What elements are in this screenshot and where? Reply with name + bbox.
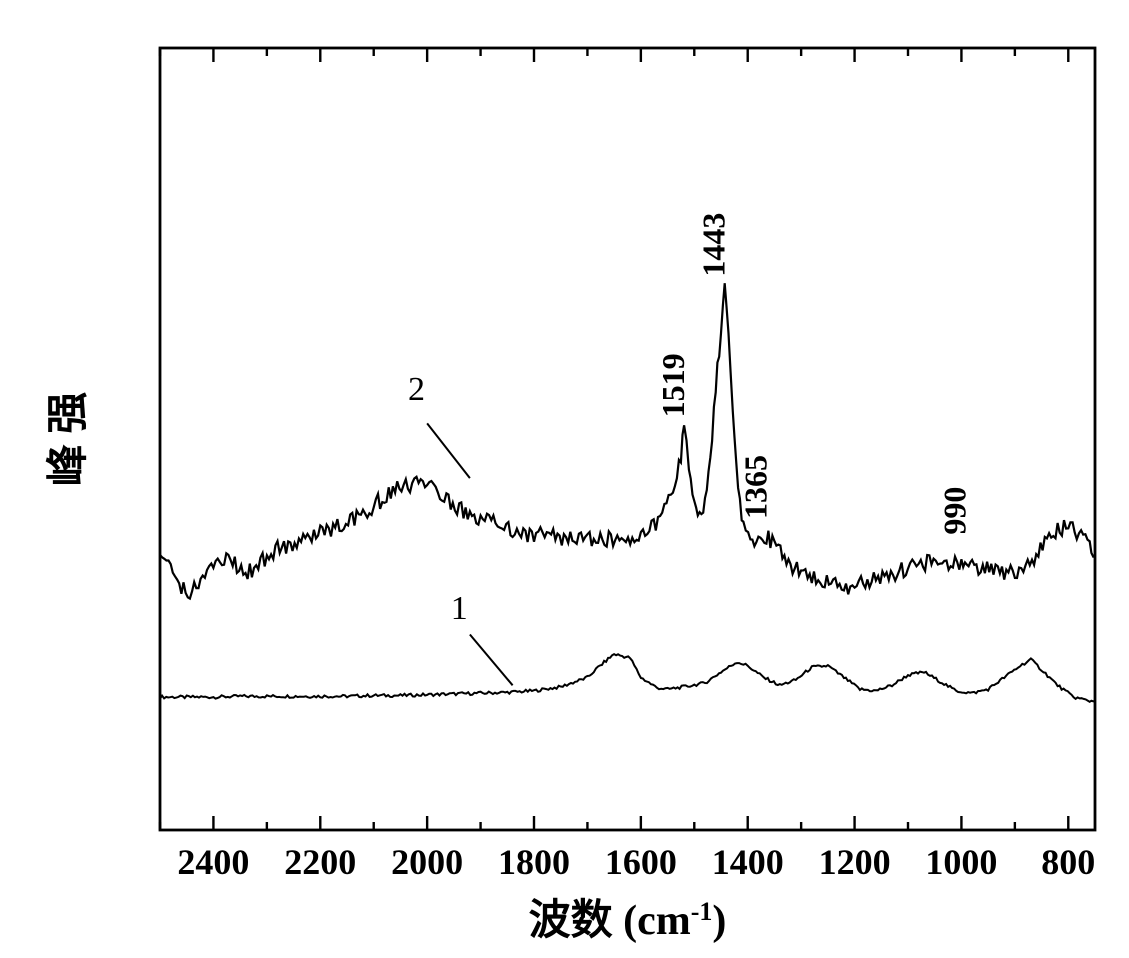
- peak-label-1519: 1519: [655, 353, 691, 417]
- svg-text:800: 800: [1041, 842, 1095, 882]
- peak-label-990: 990: [937, 487, 973, 535]
- peak-label-1443: 1443: [696, 213, 732, 277]
- svg-text:1200: 1200: [819, 842, 891, 882]
- svg-text:1600: 1600: [605, 842, 677, 882]
- plot-bg: [0, 0, 1129, 958]
- curve-label-1: 1: [451, 590, 468, 627]
- x-tick-labels: 2400 2200 2000 1800 1600 1400 1200 1000 800: [177, 842, 1095, 882]
- spectrum-chart: 2400 2200 2000 1800 1600 1400 1200 1000 800 1519…: [0, 0, 1129, 958]
- svg-text:2400: 2400: [177, 842, 249, 882]
- svg-text:1000: 1000: [925, 842, 997, 882]
- svg-text:2000: 2000: [391, 842, 463, 882]
- svg-text:2200: 2200: [284, 842, 356, 882]
- peak-label-1365: 1365: [737, 455, 773, 519]
- svg-text:1400: 1400: [712, 842, 784, 882]
- curve-label-2: 2: [408, 371, 425, 408]
- y-axis-label: 峰 强: [45, 392, 92, 487]
- svg-text:1800: 1800: [498, 842, 570, 882]
